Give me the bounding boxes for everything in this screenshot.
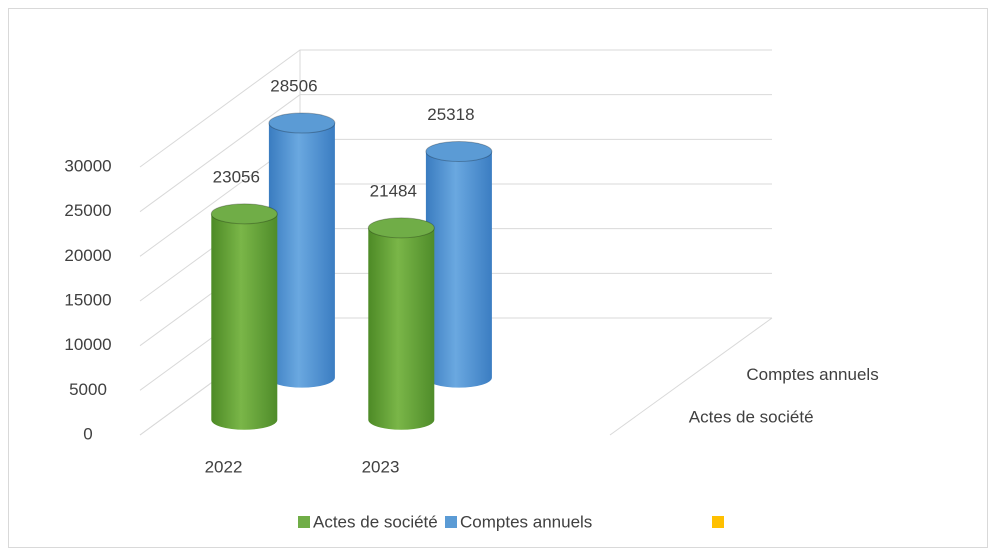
grid-line [139, 49, 772, 168]
cylinder-top [367, 217, 435, 239]
cylinder-top [425, 140, 493, 162]
depth-label: Actes de société [689, 407, 814, 426]
cylinder-top [210, 203, 278, 225]
cylinder [425, 151, 492, 388]
legend-swatch [445, 516, 457, 528]
value-label: 21484 [370, 181, 417, 200]
floor-edge [609, 317, 773, 436]
grid-line [139, 94, 772, 213]
depth-label: Comptes annuels [746, 365, 878, 384]
legend-label: Comptes annuels [460, 512, 592, 531]
y-tick-label: 30000 [64, 156, 111, 175]
legend-label: Actes de société [313, 512, 438, 531]
value-label: 23056 [213, 167, 260, 186]
value-label: 25318 [427, 105, 474, 124]
cylinder [268, 123, 335, 388]
y-tick-label: 25000 [64, 201, 111, 220]
frame [8, 8, 988, 548]
y-tick-label: 20000 [64, 246, 111, 265]
y-tick-label: 15000 [64, 290, 111, 309]
value-label: 28506 [270, 77, 317, 96]
cylinder-top [268, 112, 336, 134]
legend-swatch [712, 516, 724, 528]
y-tick-label: 5000 [69, 380, 107, 399]
cylinder [368, 227, 435, 430]
x-tick-label: 2022 [205, 457, 243, 476]
x-tick-label: 2023 [362, 457, 400, 476]
y-tick-label: 0 [83, 424, 92, 443]
cylinder [211, 213, 278, 430]
y-tick-label: 10000 [64, 335, 111, 354]
legend-swatch [298, 516, 310, 528]
